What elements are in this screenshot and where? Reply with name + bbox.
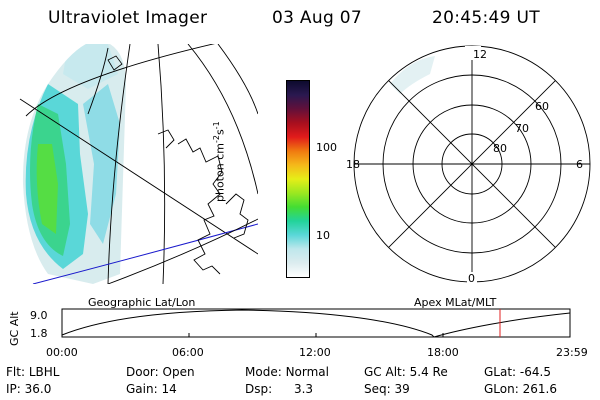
altitude-strip xyxy=(61,308,571,338)
param-dsp: Dsp: 3.3 xyxy=(245,382,314,396)
xtick-0000: 00:00 xyxy=(46,346,78,359)
polar-plot: 12 18 6 0 60 70 80 xyxy=(346,45,591,285)
lat-label-70: 70 xyxy=(515,122,529,135)
unit-base: photon cm xyxy=(213,143,227,202)
ytick-1-8: 1.8 xyxy=(30,327,48,340)
time-label: 20:45:49 UT xyxy=(432,8,540,28)
unit-sup-2: -1 xyxy=(212,121,221,130)
geographic-image xyxy=(19,44,258,284)
xtick-0600: 06:00 xyxy=(172,346,204,359)
date-label: 03 Aug 07 xyxy=(272,8,362,28)
lat-label-60: 60 xyxy=(535,100,549,113)
unit-mid: s xyxy=(213,129,227,136)
colorbar-unit-label: photon cm-2s-1 xyxy=(212,121,227,202)
apex-mlat-mlt-label: Apex MLat/MLT xyxy=(414,296,497,309)
param-flt: Flt: LBHL xyxy=(6,365,60,379)
param-door: Door: Open xyxy=(126,365,195,379)
xtick-1200: 12:00 xyxy=(299,346,331,359)
lat-label-80: 80 xyxy=(493,142,507,155)
param-seq: Seq: 39 xyxy=(364,382,410,396)
mlt-label-12: 12 xyxy=(473,48,487,61)
colorbar-tick-10: 10 xyxy=(316,229,330,242)
param-ip: IP: 36.0 xyxy=(6,382,52,396)
param-glat: GLat: -64.5 xyxy=(484,365,551,379)
colorbar xyxy=(286,80,310,278)
ytick-9: 9.0 xyxy=(30,309,48,322)
geographic-latlon-label: Geographic Lat/Lon xyxy=(88,296,196,309)
param-mode: Mode: Normal xyxy=(245,365,329,379)
instrument-title: Ultraviolet Imager xyxy=(48,8,208,28)
unit-sup-1: -2 xyxy=(212,135,221,144)
xtick-1800: 18:00 xyxy=(427,346,459,359)
param-glon: GLon: 261.6 xyxy=(484,382,557,396)
xtick-2359: 23:59 xyxy=(556,346,588,359)
gc-alt-axis-label: GC Alt xyxy=(8,311,21,346)
colorbar-tick-100: 100 xyxy=(316,141,337,154)
mlt-label-18: 18 xyxy=(346,158,360,171)
mlt-label-6: 6 xyxy=(576,158,583,171)
mlt-label-0: 0 xyxy=(468,272,475,285)
param-gc-alt: GC Alt: 5.4 Re xyxy=(364,365,448,379)
altitude-curve xyxy=(61,309,571,338)
aurora-emission xyxy=(22,44,126,284)
param-gain: Gain: 14 xyxy=(126,382,177,396)
